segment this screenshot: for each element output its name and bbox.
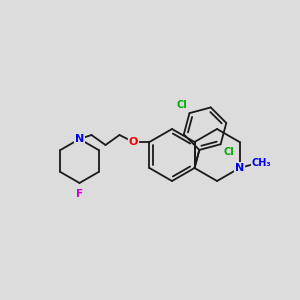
Text: F: F: [76, 189, 83, 199]
Text: CH₃: CH₃: [252, 158, 272, 168]
Text: O: O: [129, 137, 138, 147]
Text: N: N: [235, 163, 244, 173]
Text: O: O: [129, 137, 138, 147]
Text: Cl: Cl: [176, 100, 187, 110]
Text: Cl: Cl: [223, 147, 234, 157]
Text: N: N: [75, 134, 84, 144]
Text: N: N: [235, 163, 244, 173]
Text: CH₃: CH₃: [252, 158, 272, 168]
Text: N: N: [75, 134, 84, 144]
Text: F: F: [76, 189, 83, 199]
Text: Cl: Cl: [176, 100, 187, 110]
Text: Cl: Cl: [223, 147, 234, 157]
